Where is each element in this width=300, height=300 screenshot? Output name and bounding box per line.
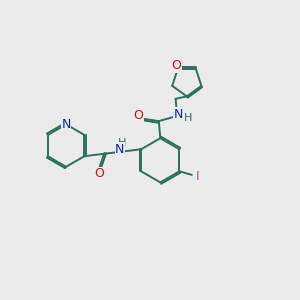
Text: N: N	[61, 118, 71, 131]
Text: O: O	[134, 109, 143, 122]
Text: O: O	[171, 59, 181, 72]
Text: O: O	[94, 167, 104, 180]
Text: I: I	[196, 169, 200, 183]
Text: H: H	[118, 138, 126, 148]
Text: N: N	[115, 143, 124, 156]
Text: N: N	[173, 108, 183, 121]
Text: H: H	[184, 113, 193, 123]
